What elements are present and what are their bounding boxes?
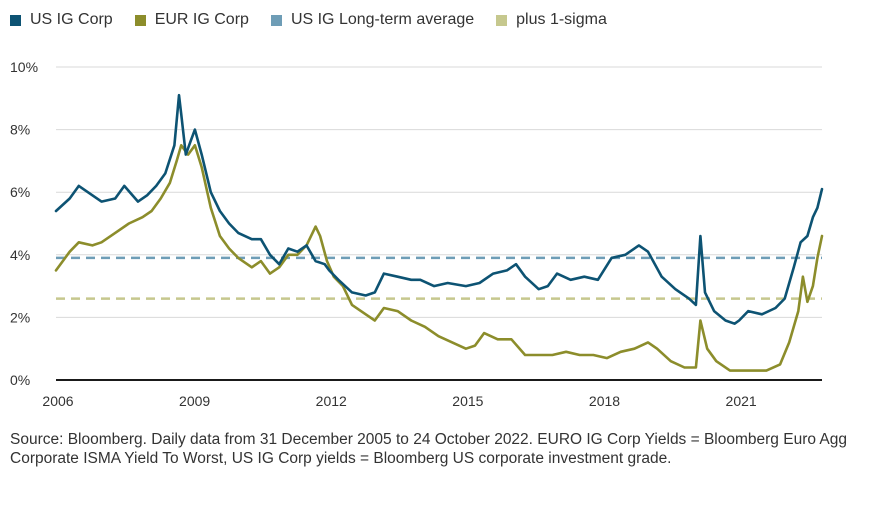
y-tick-label: 10%: [10, 59, 38, 75]
legend-label-plus-1-sigma: plus 1-sigma: [516, 11, 607, 28]
y-tick-label: 2%: [10, 309, 30, 325]
legend-item-eur-ig-corp: EUR IG Corp: [134, 11, 249, 29]
legend-item-plus-1-sigma: plus 1-sigma: [496, 11, 607, 29]
chart-legend: US IG Corp EUR IG Corp US IG Long-term a…: [10, 6, 629, 34]
legend-label-us-ig-corp: US IG Corp: [30, 11, 113, 28]
series-line-eur-ig-corp: [54, 144, 824, 372]
y-tick-label: 6%: [10, 184, 30, 200]
y-tick-label: 8%: [10, 122, 30, 138]
legend-swatch-us-ig-corp: [10, 14, 21, 26]
legend-item-us-ig-corp: US IG Corp: [10, 11, 113, 29]
legend-swatch-eur-ig-corp: [134, 14, 146, 26]
x-tick-label: 2018: [589, 393, 620, 409]
x-tick-label: 2021: [726, 393, 757, 409]
x-tick-label: 2015: [452, 393, 483, 409]
x-tick-label: 2012: [316, 393, 347, 409]
legend-swatch-plus-1-sigma: [496, 14, 508, 26]
legend-label-eur-ig-corp: EUR IG Corp: [154, 11, 249, 28]
legend-swatch-long-term-average: [270, 14, 282, 26]
x-tick-label: 2009: [179, 393, 210, 409]
legend-item-long-term-average: US IG Long-term average: [270, 11, 475, 29]
y-tick-label: 4%: [10, 247, 30, 263]
y-tick-label: 0%: [10, 372, 30, 388]
line-chart: 0% 2% 4% 6% 8% 10% 2006 2009 2012 2015 2018 2021: [10, 59, 824, 409]
x-tick-label: 2006: [42, 393, 73, 409]
series-line-us-ig-corp: [54, 93, 824, 325]
legend-label-long-term-average: US IG Long-term average: [290, 11, 475, 28]
source-note: Source: Bloomberg. Daily data from 31 De…: [10, 431, 848, 467]
